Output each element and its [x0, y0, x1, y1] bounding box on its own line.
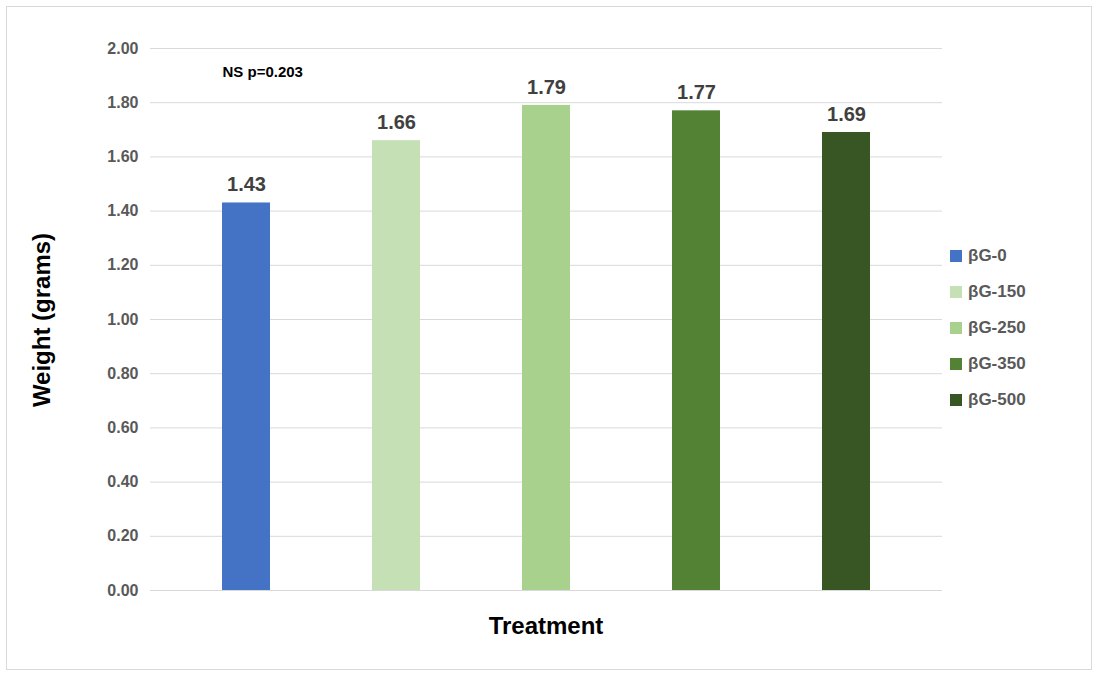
svg-text:1.43: 1.43	[227, 173, 266, 195]
svg-text:1.69: 1.69	[827, 103, 866, 125]
svg-text:0.80: 0.80	[107, 365, 138, 382]
svg-text:0.40: 0.40	[107, 473, 138, 490]
svg-text:1.20: 1.20	[107, 256, 138, 273]
svg-text:1.40: 1.40	[107, 202, 138, 219]
html-text:βG-350: βG-350	[968, 354, 1026, 373]
svg-text:1.80: 1.80	[107, 94, 138, 111]
svg-text:1.79: 1.79	[527, 76, 566, 98]
html-text:βG-150: βG-150	[968, 282, 1026, 301]
html-text:Treatment: Treatment	[488, 612, 604, 639]
html-text:βG-500: βG-500	[968, 390, 1026, 409]
svg-text:NS p=0.203: NS p=0.203	[223, 63, 303, 80]
svg-text:1.77: 1.77	[677, 81, 716, 103]
svg-text:0.00: 0.00	[107, 582, 138, 599]
svg-text:2.00: 2.00	[107, 40, 138, 57]
html-text:Weight (grams): Weight (grams)	[28, 232, 55, 408]
html-text:βG-250: βG-250	[968, 318, 1026, 337]
svg-text:1.00: 1.00	[107, 311, 138, 328]
svg-text:1.66: 1.66	[377, 111, 416, 133]
svg-text:1.60: 1.60	[107, 148, 138, 165]
svg-text:0.20: 0.20	[107, 527, 138, 544]
svg-text:0.60: 0.60	[107, 419, 138, 436]
html-text:βG-0: βG-0	[968, 246, 1007, 265]
